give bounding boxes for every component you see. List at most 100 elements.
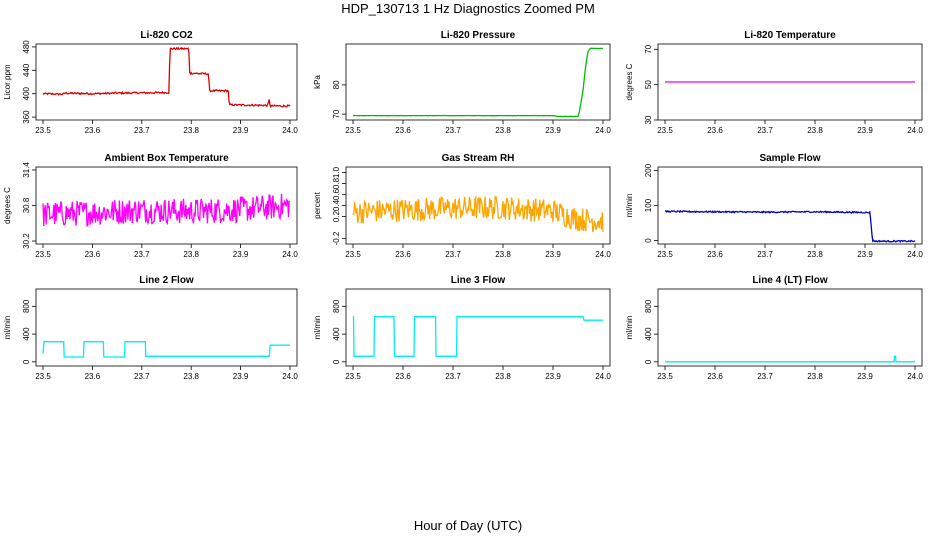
y-tick-label: 800 [644, 299, 653, 313]
x-tick-label: 23.6 [707, 250, 723, 259]
y-tick-label: 480 [22, 40, 31, 54]
y-axis-label: ml/min [625, 194, 634, 218]
panel-6: Sample Flow 23.5 23.6 23.7 23.8 23.9 24.0 0 100 2… [625, 153, 923, 259]
x-tick-label: 23.7 [134, 250, 150, 259]
y-tick-label: 400 [22, 86, 31, 100]
panel-title: Line 2 Flow [139, 275, 194, 286]
x-tick-label: 23.6 [707, 126, 723, 135]
y-tick-label: 70 [332, 109, 341, 118]
y-tick-label: 0 [644, 359, 653, 364]
y-axis-label: percent [313, 191, 322, 218]
x-tick-label: 23.7 [445, 126, 461, 135]
x-tick-label: 23.9 [857, 372, 873, 381]
x-tick-label: 23.5 [345, 372, 361, 381]
x-tick-label: 23.5 [35, 372, 51, 381]
series-line [352, 316, 603, 357]
y-tick-label: 30 [644, 115, 653, 124]
y-tick-label: 0.2 [332, 210, 341, 222]
y-tick-label: 0.8 [332, 177, 341, 189]
panel-title: Li-820 CO2 [140, 30, 193, 41]
x-tick-label: 23.6 [395, 126, 411, 135]
x-tick-label: 23.9 [233, 250, 249, 259]
x-tick-label: 23.9 [545, 372, 561, 381]
x-tick-label: 24.0 [282, 372, 298, 381]
panel-8: Line 3 Flow 23.5 23.6 23.7 23.8 23.9 24.0 0 400 8… [313, 275, 611, 381]
x-tick-label: 23.9 [545, 250, 561, 259]
plot-frame [345, 288, 611, 367]
x-tick-label: 23.9 [545, 126, 561, 135]
x-tick-label: 23.8 [495, 126, 511, 135]
x-tick-label: 23.5 [345, 126, 361, 135]
x-tick-label: 24.0 [282, 126, 298, 135]
y-tick-label: 30.2 [22, 233, 31, 249]
x-tick-label: 23.9 [233, 126, 249, 135]
y-tick-label: 440 [22, 63, 31, 77]
y-tick-label: 200 [644, 163, 653, 177]
y-tick-label: 360 [22, 110, 31, 124]
y-tick-label: 0 [332, 359, 341, 364]
series-line [664, 209, 916, 244]
plot-frame [657, 43, 923, 121]
x-tick-label: 24.0 [907, 126, 923, 135]
y-tick-label: 80 [332, 80, 341, 89]
y-tick-label: 400 [332, 327, 341, 341]
x-tick-label: 23.6 [395, 372, 411, 381]
x-tick-label: 23.9 [233, 372, 249, 381]
series-line [352, 195, 604, 233]
x-tick-label: 24.0 [595, 372, 611, 381]
x-tick-label: 23.7 [445, 372, 461, 381]
y-axis-label: degrees C [3, 187, 12, 224]
x-tick-label: 23.8 [183, 372, 199, 381]
series-line [665, 355, 915, 363]
series-line [42, 193, 291, 227]
y-axis-label: degrees C [625, 63, 634, 100]
x-tick-label: 23.6 [85, 372, 101, 381]
plot-frame [345, 43, 611, 121]
series-line [352, 47, 604, 118]
panel-7: Line 2 Flow 23.5 23.6 23.7 23.8 23.9 24.0 0 400 8… [3, 275, 298, 381]
panel-2: Li-820 Pressure 23.5 23.6 23.7 23.8 23.9 24.0 7… [313, 30, 611, 135]
x-tick-label: 23.7 [757, 126, 773, 135]
plot-frame [657, 288, 923, 367]
panel-1: Li-820 CO2 23.5 23.6 23.7 23.8 23.9 24.0 360 400… [3, 30, 298, 135]
y-tick-label: 31.4 [22, 162, 31, 178]
x-tick-label: 23.8 [807, 250, 823, 259]
x-tick-label: 23.7 [134, 372, 150, 381]
panel-title: Li-820 Pressure [441, 30, 516, 41]
plot-frame [35, 43, 298, 121]
x-tick-label: 23.7 [134, 126, 150, 135]
y-tick-label: 1.0 [332, 166, 341, 178]
x-tick-label: 23.8 [183, 250, 199, 259]
panel-3: Li-820 Temperature 23.5 23.6 23.7 23.8 23.9 24… [625, 30, 923, 135]
series-line [42, 46, 291, 109]
panel-title: Line 3 Flow [451, 275, 506, 286]
plot-frame [345, 166, 611, 245]
x-tick-label: 23.6 [85, 126, 101, 135]
panel-title: Sample Flow [759, 153, 820, 164]
x-tick-label: 23.5 [657, 250, 673, 259]
y-axis-label: ml/min [313, 316, 322, 340]
y-axis-label: ml/min [3, 316, 12, 340]
x-tick-label: 24.0 [907, 250, 923, 259]
panel-title: Ambient Box Temperature [104, 153, 229, 164]
x-tick-label: 23.5 [657, 126, 673, 135]
y-tick-label: 30.8 [22, 197, 31, 213]
x-tick-label: 23.8 [495, 250, 511, 259]
x-tick-label: 23.6 [85, 250, 101, 259]
x-tick-label: 23.7 [757, 250, 773, 259]
y-axis-label: kPa [313, 75, 322, 89]
x-tick-label: 23.7 [445, 250, 461, 259]
y-tick-label: 70 [644, 44, 653, 53]
figure-title: HDP_130713 1 Hz Diagnostics Zoomed PM [341, 1, 595, 16]
x-axis-caption: Hour of Day (UTC) [413, 518, 523, 533]
panel-9: Line 4 (LT) Flow 23.5 23.6 23.7 23.8 23.9 24.0… [625, 275, 923, 381]
y-tick-label: 50 [644, 80, 653, 89]
x-tick-label: 23.9 [857, 250, 873, 259]
panel-title: Gas Stream RH [442, 153, 515, 164]
series-line [42, 341, 290, 358]
x-tick-label: 23.5 [345, 250, 361, 259]
x-tick-label: 24.0 [595, 126, 611, 135]
y-tick-label: 800 [332, 299, 341, 313]
panel-5: Gas Stream RH 23.5 23.6 23.7 23.8 23.9 24.0 -0.… [313, 153, 611, 259]
